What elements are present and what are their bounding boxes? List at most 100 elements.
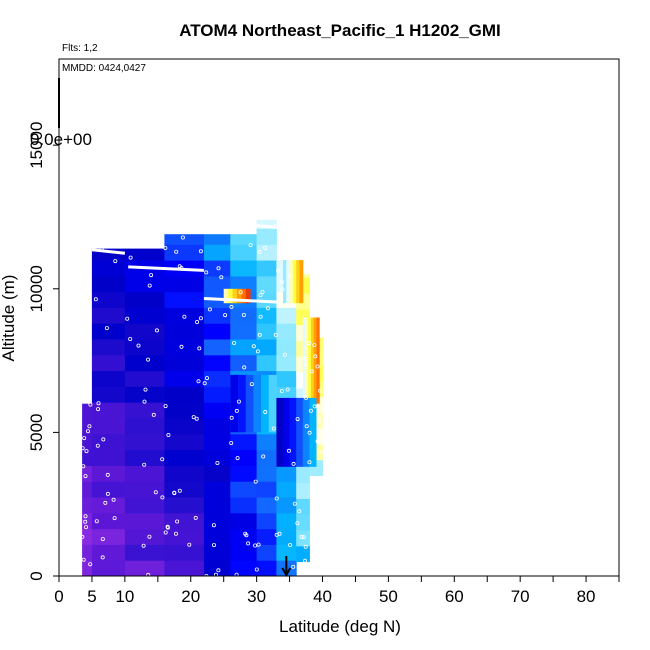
heatmap-cell [164,433,205,451]
sample-point [104,326,109,331]
heatmap-highlight-cell [223,288,229,304]
sample-point [87,424,92,429]
heatmap-cell [124,481,165,498]
x-tick-label: 40 [313,587,332,606]
sample-point [146,357,151,362]
heatmap-cell [82,497,93,514]
sample-point [295,521,300,526]
sample-point [198,316,203,321]
x-tick-label: 20 [181,587,200,606]
sample-point [248,243,253,248]
heatmap-cell [276,339,297,356]
sample-point [96,401,101,406]
sample-point [273,332,278,337]
sample-point [86,429,91,434]
heatmap-cell [164,291,205,308]
sample-point [111,497,116,502]
heatmap-cell [230,544,258,561]
heatmap-cell [164,497,205,514]
heatmap-cell [276,307,297,324]
sample-point [263,409,268,414]
y-tick-label: 10000 [27,265,46,312]
chart-title: ATOM4 Northeast_Pacific_1 H1202_GMI [179,21,501,40]
sample-point [308,408,313,413]
sample-point [172,491,177,496]
sample-point [219,275,224,280]
sample-point [202,381,207,386]
heatmap-highlight-cell [232,288,238,304]
heatmap-cell [91,512,126,530]
sample-point [276,268,281,273]
sample-point [309,369,314,374]
heatmap-cell [256,228,277,245]
heatmap-cell [164,449,205,466]
heatmap-cell [164,544,205,561]
heatmap-cell [230,244,258,261]
heatmap-cell [276,323,297,340]
sample-point [82,436,87,441]
heatmap-cell [296,466,310,484]
heatmap-cell [124,323,165,340]
sample-point [318,450,323,455]
sample-point [166,432,171,437]
x-tick-label: 10 [115,587,134,606]
sample-point [211,543,216,548]
heatmap-cell [256,260,277,277]
heatmap-highlight-cell [283,260,287,304]
sample-point [295,417,300,422]
heatmap-cell [164,275,205,293]
sample-point [96,407,101,412]
sample-point [81,557,86,562]
heatmap-cell [164,481,205,498]
heatmap-cell [256,244,277,261]
heatmap-cell [91,402,126,419]
sample-point [142,462,147,467]
heatmap-cell [124,512,165,530]
heatmap-cell [203,560,231,577]
y-tick-label: 15000 [27,122,46,169]
heatmap-highlight-cell [313,317,317,404]
sample-point [180,235,185,240]
heatmap-cell [276,354,297,372]
sample-point [101,437,106,442]
sample-point [307,430,312,435]
sample-point [83,519,88,524]
sample-point [83,474,88,479]
sample-point [280,287,285,292]
sample-point [242,365,247,370]
heatmap-cell [230,512,258,530]
sample-point [277,531,282,536]
heatmap-cell [91,386,126,403]
sample-point [182,314,187,319]
heatmap-cell [203,528,231,545]
heatmap-cell [256,339,277,356]
heatmap-cell [230,323,258,340]
heatmap-cell [164,354,205,372]
heatmap-cell [203,275,231,293]
sample-point [112,516,117,521]
heatmap-cell [124,402,165,419]
sample-point [254,567,259,572]
flight-track-segment [128,265,204,272]
heatmap-cell [82,433,93,451]
sample-point [88,562,93,567]
heatmap-cell [230,433,258,451]
sample-point [257,332,262,337]
sample-point [163,530,168,535]
sample-point [113,259,118,264]
heatmap-cell [296,514,310,531]
sample-point [83,514,88,519]
sample-point [253,543,258,548]
heatmap-cell [124,418,165,435]
sample-point [151,412,156,417]
heatmap-cell [91,339,126,356]
sample-point [88,402,93,407]
heatmap-highlight-cell [289,260,294,304]
heatmap-cell [276,370,297,387]
sample-point [279,280,284,285]
heatmap-cell [91,323,126,340]
heatmap-cell [256,307,277,324]
heatmap-cell [82,512,93,530]
sample-point [302,558,307,563]
heatmap-highlight-cell [245,374,254,433]
